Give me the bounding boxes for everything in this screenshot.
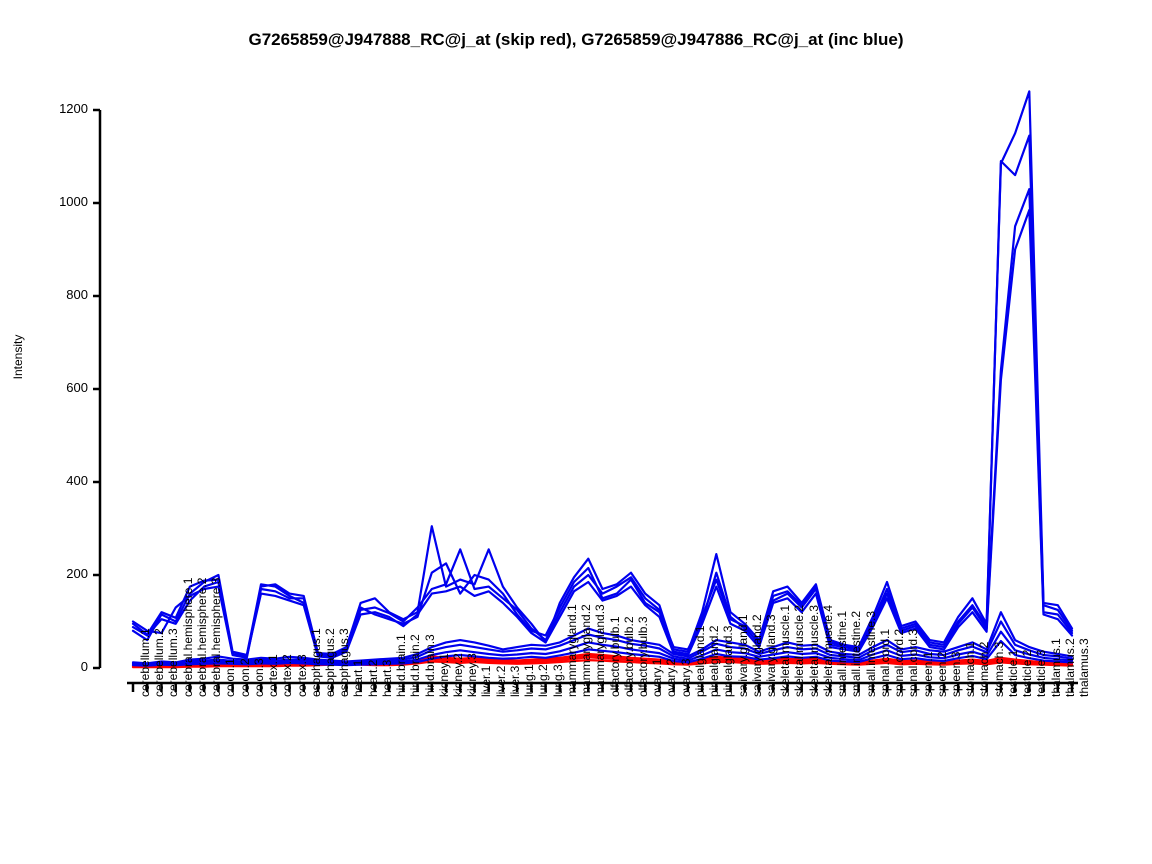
x-tick-label: salivary.gland.3 [764,614,778,698]
x-tick-label: mammarygland.3 [593,604,608,697]
x-tick-label: cortex.1 [266,654,281,697]
x-tick-label: liver.2 [493,665,508,697]
x-tick-label: liver.1 [479,665,494,697]
x-tick-label: cortex.3 [294,654,309,697]
series-line [131,134,1074,659]
x-tick-label: esophagus.1 [308,628,323,697]
x-tick-label: spleen.3 [948,651,963,697]
x-tick-label: spinal.cord.3 [906,628,921,697]
x-tick-label: mammarygland.2 [579,604,594,697]
x-tick-label: salivary.gland.2 [749,614,764,698]
x-tick-label: olfactory.bulb.3 [635,616,650,698]
x-tick-label: skeletal.muscle.2 [792,604,807,697]
x-tick-label: cerebral.hemisphere.3 [209,577,224,697]
x-tick-label: colon.1 [223,658,238,697]
x-tick-label: thalamus.3 [1077,638,1091,697]
page-title: G7265859@J947888_RC@j_at (skip red), G72… [248,30,904,49]
x-tick-label: cortex.2 [280,654,295,697]
x-tick-label: hind.brain.1 [394,634,409,697]
x-tick-label: lung.1 [522,664,537,697]
x-tick-label: pinealgland.3 [721,625,736,697]
x-tick-label: skeletal.muscle.3 [806,604,821,697]
x-tick-label: salivary.gland.1 [735,614,750,698]
x-tick-label: ovary.2 [664,658,679,697]
x-tick-label: cerebellum.1 [138,628,152,697]
series-line [131,611,1074,665]
x-tick-label: lung.2 [536,664,551,697]
x-tick-label: spinal.cord.1 [877,628,892,697]
x-tick-label: thalamus.2 [1062,638,1077,697]
series-line [131,620,1074,666]
x-tick-label: esophagus.3 [337,628,352,697]
series-line [131,188,1074,658]
y-axis-tick-labels: 0 200 400 600 800 1000 1200 [48,0,88,864]
x-tick-label: mammarygland.1 [564,604,579,697]
x-tick-label: skeletal.muscle.4 [820,604,835,697]
x-tick-label: stomach.2 [977,641,992,697]
y-tick-label: 600 [66,380,88,395]
x-tick-label: small.intestine.3 [863,610,878,697]
x-tick-label: hind.brain.2 [408,634,423,697]
x-tick-label: small.intestine.2 [849,610,864,697]
x-tick-label: colon.3 [251,658,266,697]
series-line [131,658,1074,669]
x-tick-label: spleen.1 [920,651,935,697]
x-tick-label: kidney.1 [436,653,451,697]
x-tick-label: olfactory.bulb.1 [607,616,622,698]
x-tick-label: testicle.1 [1005,649,1020,697]
y-tick-label: 0 [80,659,88,674]
x-tick-label: cerebral.hemisphere.2 [194,577,209,697]
x-tick-label: heart.3 [379,659,394,697]
x-tick-label: testicle.3 [1034,649,1049,697]
x-tick-label: testicle.2 [1020,649,1035,697]
x-tick-label: thalamus.1 [1048,638,1063,697]
x-tick-label: stomach.1 [963,641,978,697]
x-tick-label: kidney.2 [451,653,465,697]
x-tick-label: cerebellum.3 [166,628,181,697]
y-tick-label: 1200 [59,101,88,116]
x-tick-label: heart.1 [351,659,366,697]
x-tick-label: small.intestine.1 [835,610,850,697]
x-tick-label: hind.brain.3 [422,634,437,697]
y-tick-label: 400 [66,473,88,488]
y-tick-label: 800 [66,287,88,302]
x-tick-label: cerebral.hemisphere.1 [180,577,195,697]
series-line [131,208,1074,659]
x-tick-label: esophagus.2 [322,628,337,697]
x-tick-label: pinealgland.1 [692,625,707,697]
x-tick-label: olfactory.bulb.2 [621,616,636,698]
x-tick-label: spinal.cord.2 [892,628,907,697]
series-line [131,639,1074,667]
x-tick-label: cerebellum.2 [152,628,167,697]
x-tick-label: ovary.3 [678,658,693,697]
y-tick-label: 200 [66,566,88,581]
x-tick-label: liver.3 [507,665,522,697]
series-line [131,90,1074,658]
x-tick-label: spleen.2 [934,651,949,697]
x-tick-label: kidney.3 [465,653,480,697]
x-tick-label: heart.2 [365,659,380,697]
x-tick-label: lung.3 [550,664,565,697]
x-tick-label: ovary.1 [650,658,665,697]
x-tick-label: pinealgland.2 [707,625,722,697]
series-line [131,630,1074,666]
y-tick-label: 1000 [59,194,88,209]
x-tick-label: stomach.3 [991,641,1006,697]
x-tick-label: colon.2 [237,658,252,697]
x-tick-label: skeletal.muscle.1 [778,604,793,697]
